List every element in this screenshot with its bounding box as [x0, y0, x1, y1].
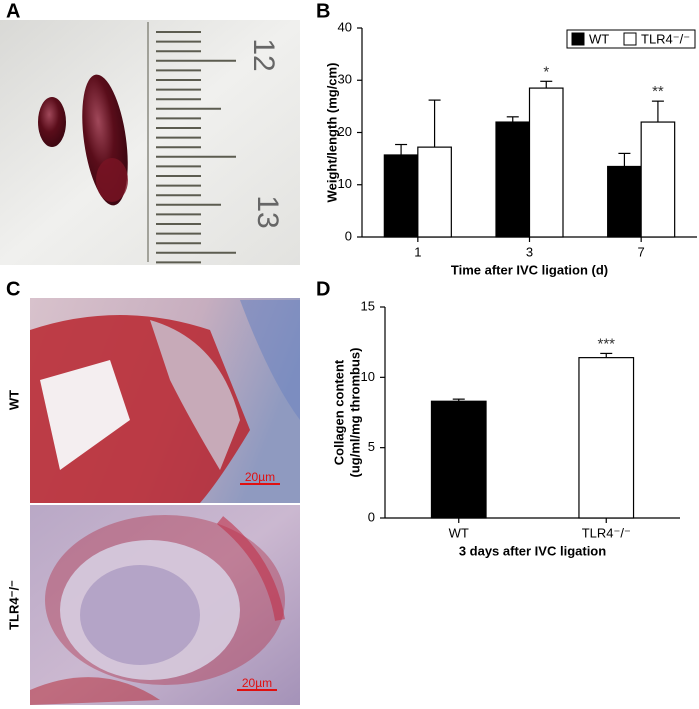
significance: ***: [597, 335, 615, 352]
scale-bar-label: 20µm: [242, 676, 272, 690]
panel-label: A: [6, 0, 20, 22]
y-axis-label: Collagen content: [331, 359, 346, 465]
bar: [495, 121, 531, 238]
y-axis-label: Weight/length (mg/cm): [324, 63, 339, 203]
y-tick-label: 30: [338, 72, 352, 87]
scale-bar-label: 20µm: [245, 470, 275, 484]
bar: [640, 121, 676, 238]
legend-label: TLR4⁻/⁻: [641, 31, 690, 46]
row-label: WT: [6, 390, 21, 410]
x-tick-label: 1: [414, 244, 421, 259]
panel-label: C: [6, 278, 20, 300]
x-axis-label: 3 days after IVC ligation: [459, 543, 606, 558]
y-tick-label: 5: [368, 439, 375, 454]
x-tick-label: WT: [449, 525, 469, 540]
y-tick-label: 40: [338, 19, 352, 34]
x-tick-label: 3: [526, 244, 533, 259]
bar: [417, 146, 452, 238]
y-tick-label: 0: [345, 228, 352, 243]
significance: *: [543, 63, 549, 80]
histology-image: [30, 298, 300, 705]
bar: [607, 165, 642, 238]
row-label: TLR4⁻/⁻: [6, 580, 21, 630]
bar: [578, 357, 635, 519]
x-axis-label: Time after IVC ligation (d): [451, 262, 608, 277]
significance: **: [652, 83, 664, 100]
x-tick-label: TLR4⁻/⁻: [582, 525, 631, 540]
y-tick-label: 0: [368, 509, 375, 524]
bar: [430, 400, 487, 519]
legend-swatch: [623, 32, 637, 46]
legend-swatch: [571, 32, 585, 46]
y-tick-label: 10: [361, 369, 375, 384]
y-axis-label: (ug/ml/mg thrombus): [347, 348, 362, 478]
panel-label: D: [316, 278, 330, 300]
ruler-label: 13: [251, 195, 284, 228]
photo: 12 13: [0, 20, 300, 265]
x-tick-label: 7: [638, 244, 645, 259]
y-tick-label: 10: [338, 176, 352, 191]
ruler-label: 12: [247, 38, 280, 71]
y-tick-label: 20: [338, 124, 352, 139]
bar: [528, 87, 564, 238]
y-tick-label: 15: [361, 298, 375, 313]
bar: [383, 154, 419, 238]
legend-label: WT: [589, 31, 609, 46]
panel-label: B: [316, 0, 330, 22]
